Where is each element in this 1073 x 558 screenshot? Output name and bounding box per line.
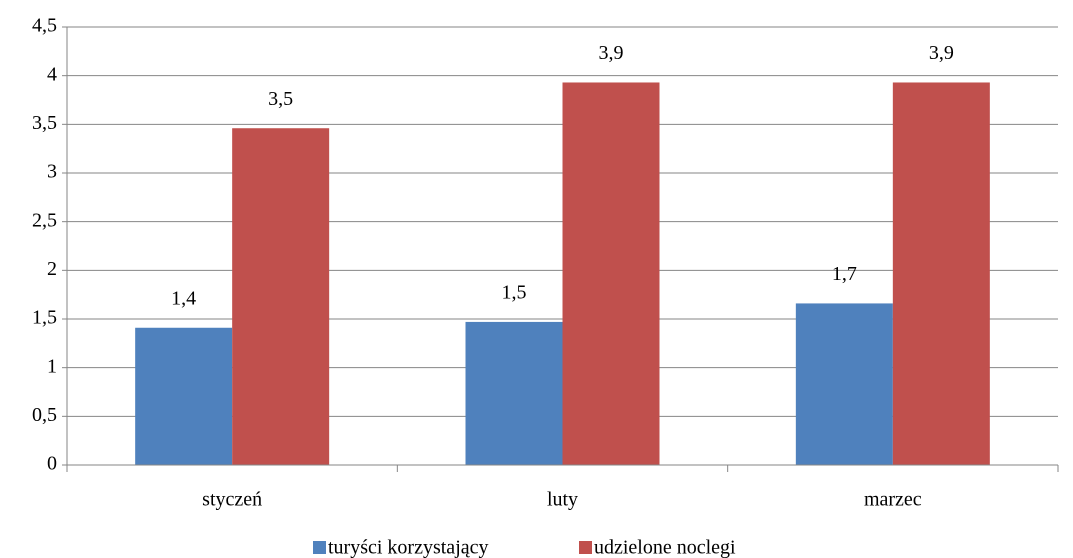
bar — [232, 128, 330, 465]
y-tick-label: 4,5 — [32, 15, 57, 37]
value-label: 3,5 — [268, 88, 293, 110]
y-tick-label: 3,5 — [32, 112, 57, 134]
y-tick-label: 4 — [47, 63, 57, 85]
y-tick-label: 3 — [47, 161, 57, 183]
value-label: 1,4 — [171, 287, 196, 309]
y-tick-label: 1 — [47, 355, 57, 377]
value-label: 1,7 — [832, 263, 857, 285]
y-tick-label: 2 — [47, 258, 57, 280]
y-tick-label: 0,5 — [32, 404, 57, 426]
y-tick-label: 2,5 — [32, 209, 57, 231]
y-tick-label: 0 — [47, 453, 57, 475]
legend-label: udzielone noclegi — [594, 537, 736, 558]
bar — [795, 303, 893, 465]
bar — [465, 321, 563, 465]
bar — [892, 82, 990, 465]
x-tick-label: styczeń — [202, 489, 262, 511]
bar — [135, 327, 233, 465]
bar — [562, 82, 660, 465]
legend-swatch — [579, 541, 592, 554]
value-label: 3,9 — [599, 42, 624, 64]
value-label: 1,5 — [502, 282, 527, 304]
y-tick-label: 1,5 — [32, 307, 57, 329]
value-label: 3,9 — [929, 42, 954, 64]
legend-label: turyści korzystający — [328, 537, 489, 558]
legend-swatch — [313, 541, 326, 554]
x-tick-label: luty — [547, 489, 578, 511]
x-tick-label: marzec — [864, 489, 922, 511]
